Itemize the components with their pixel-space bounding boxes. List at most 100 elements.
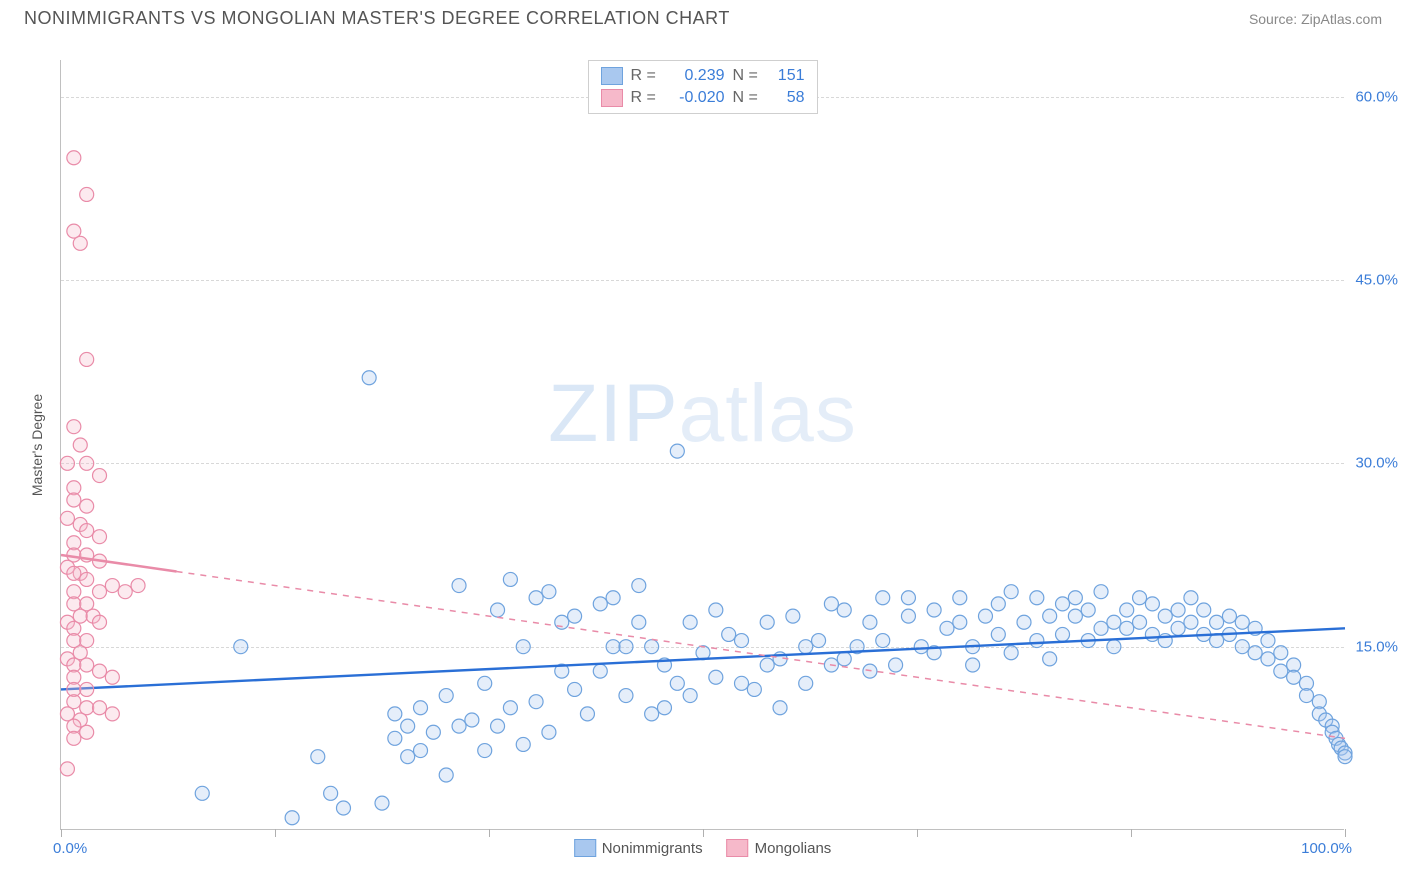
legend-r-label: R =: [631, 87, 659, 109]
data-point: [1248, 646, 1262, 660]
data-point: [1184, 591, 1198, 605]
x-axis-max-label: 100.0%: [1301, 840, 1352, 857]
data-point: [568, 682, 582, 696]
data-point: [991, 597, 1005, 611]
data-point: [118, 585, 132, 599]
data-point: [73, 236, 87, 250]
data-point: [709, 603, 723, 617]
data-point: [760, 658, 774, 672]
data-point: [953, 591, 967, 605]
data-point: [722, 627, 736, 641]
data-point: [516, 737, 530, 751]
data-point: [632, 579, 646, 593]
data-point: [67, 420, 81, 434]
data-point: [93, 701, 107, 715]
data-point: [80, 658, 94, 672]
data-point: [105, 670, 119, 684]
legend-swatch: [574, 839, 596, 857]
data-point: [1261, 634, 1275, 648]
data-point: [67, 493, 81, 507]
data-point: [1056, 597, 1070, 611]
data-point: [1299, 689, 1313, 703]
data-point: [93, 615, 107, 629]
legend-row: R =-0.020N =58: [601, 87, 805, 109]
data-point: [1235, 615, 1249, 629]
data-point: [683, 615, 697, 629]
data-point: [606, 591, 620, 605]
legend-r-label: R =: [631, 65, 659, 87]
data-point: [465, 713, 479, 727]
data-point: [837, 652, 851, 666]
data-point: [1017, 615, 1031, 629]
data-point: [93, 469, 107, 483]
data-point: [1068, 591, 1082, 605]
data-point: [234, 640, 248, 654]
trend-line: [61, 628, 1345, 689]
data-point: [362, 371, 376, 385]
data-point: [542, 725, 556, 739]
data-point: [735, 634, 749, 648]
data-point: [516, 640, 530, 654]
data-point: [324, 786, 338, 800]
data-point: [914, 640, 928, 654]
data-point: [991, 627, 1005, 641]
legend-n-label: N =: [733, 87, 761, 109]
data-point: [80, 572, 94, 586]
data-point: [1274, 664, 1288, 678]
data-point: [568, 609, 582, 623]
data-point: [799, 640, 813, 654]
x-tick: [61, 829, 62, 837]
scatter-svg: [61, 60, 1344, 829]
data-point: [1030, 591, 1044, 605]
data-point: [953, 615, 967, 629]
data-point: [503, 572, 517, 586]
data-point: [529, 591, 543, 605]
data-point: [1056, 627, 1070, 641]
data-point: [1004, 646, 1018, 660]
data-point: [478, 744, 492, 758]
data-point: [901, 609, 915, 623]
data-point: [580, 707, 594, 721]
data-point: [426, 725, 440, 739]
data-point: [619, 640, 633, 654]
data-point: [1145, 597, 1159, 611]
y-tick-label: 30.0%: [1348, 455, 1398, 472]
legend-r-value: -0.020: [667, 87, 725, 109]
data-point: [67, 566, 81, 580]
data-point: [80, 524, 94, 538]
data-point: [1107, 615, 1121, 629]
data-point: [105, 707, 119, 721]
data-point: [285, 811, 299, 825]
data-point: [452, 579, 466, 593]
legend-correlation-box: R =0.239N =151R =-0.020N =58: [588, 60, 818, 114]
data-point: [60, 511, 74, 525]
data-point: [966, 658, 980, 672]
data-point: [889, 658, 903, 672]
data-point: [503, 701, 517, 715]
data-point: [709, 670, 723, 684]
data-point: [940, 621, 954, 635]
data-point: [439, 689, 453, 703]
trend-line-dashed: [177, 572, 1345, 739]
data-point: [645, 640, 659, 654]
legend-n-value: 151: [769, 65, 805, 87]
data-point: [799, 676, 813, 690]
data-point: [1133, 591, 1147, 605]
data-point: [491, 603, 505, 617]
source-name: ZipAtlas.com: [1301, 11, 1382, 27]
data-point: [529, 695, 543, 709]
data-point: [93, 530, 107, 544]
data-point: [773, 701, 787, 715]
y-tick-label: 15.0%: [1348, 638, 1398, 655]
data-point: [876, 634, 890, 648]
data-point: [73, 438, 87, 452]
legend-item: Mongolians: [727, 839, 832, 857]
data-point: [80, 682, 94, 696]
data-point: [1171, 621, 1185, 635]
data-point: [1107, 640, 1121, 654]
data-point: [876, 591, 890, 605]
data-point: [67, 151, 81, 165]
data-point: [1184, 615, 1198, 629]
data-point: [478, 676, 492, 690]
data-point: [1287, 670, 1301, 684]
